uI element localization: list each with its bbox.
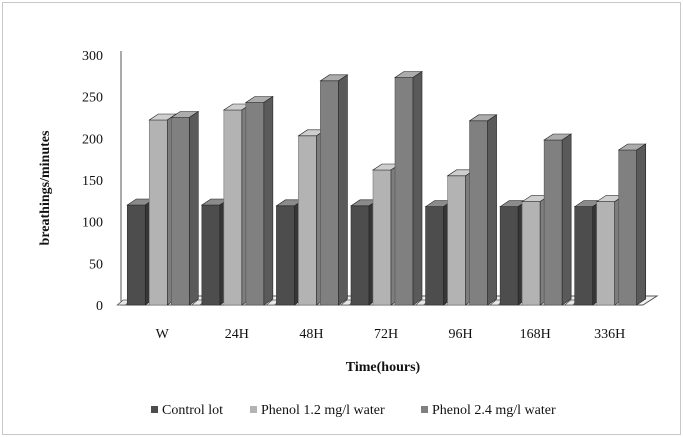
bar: [425, 206, 444, 306]
y-tick-label: 0: [96, 299, 103, 314]
bar-side: [412, 70, 423, 306]
bar: [372, 169, 392, 306]
y-tick-label: 200: [82, 132, 103, 147]
bar: [126, 204, 146, 306]
legend-label: Phenol 2.4 mg/l water: [432, 403, 556, 418]
bar: [447, 175, 466, 306]
bar: [469, 120, 488, 306]
x-tick-label: 72H: [374, 327, 398, 342]
bar: [223, 109, 243, 306]
legend-swatch: [250, 406, 257, 413]
bar: [543, 139, 563, 306]
bar: [201, 204, 221, 306]
bar: [276, 205, 295, 306]
bar: [521, 201, 541, 306]
bar: [574, 206, 594, 306]
y-tick-label: 250: [82, 91, 103, 106]
y-axis-title: breathings/minutes: [38, 130, 53, 245]
bar-side: [561, 133, 572, 306]
bar: [499, 206, 519, 306]
bar-chart: 0 50 100 150 200 250 300 W 24H 48H 72H 96H 168H 336H…: [38, 49, 659, 418]
y-tick-labels: 0 50 100 150 200 250 300: [82, 49, 103, 314]
bar-side: [487, 114, 497, 306]
legend-swatch: [151, 406, 158, 413]
y-tick-label: 150: [82, 174, 103, 189]
y-tick-label: 50: [89, 257, 103, 272]
x-tick-label: 336H: [594, 327, 625, 342]
bar-side: [263, 95, 274, 306]
x-tick-label: W: [156, 327, 170, 342]
x-tick-label: 168H: [520, 327, 551, 342]
legend-label: Phenol 1.2 mg/l water: [261, 403, 385, 418]
legend-swatch: [421, 406, 428, 413]
bar: [320, 80, 339, 306]
x-tick-label: 96H: [449, 327, 473, 342]
x-tick-labels: W 24H 48H 72H 96H 168H 336H: [156, 327, 626, 342]
bar: [148, 119, 168, 306]
x-axis-title: Time(hours): [346, 360, 421, 375]
bar: [596, 201, 616, 306]
legend-label: Control lot: [162, 403, 223, 418]
y-tick-label: 100: [82, 216, 103, 231]
x-tick-label: 24H: [225, 327, 249, 342]
bars: [116, 70, 647, 306]
legend: Control lot Phenol 1.2 mg/l water Phenol 2…: [151, 403, 556, 418]
bar: [394, 77, 414, 306]
bar: [170, 117, 190, 306]
bar-side: [636, 143, 647, 306]
bar: [298, 135, 317, 306]
bar: [245, 102, 265, 306]
bar: [618, 149, 638, 306]
y-tick-label: 300: [82, 49, 103, 64]
bar-side: [188, 110, 199, 306]
bar: [350, 205, 370, 306]
bar-side: [338, 74, 348, 306]
x-tick-label: 48H: [299, 327, 323, 342]
